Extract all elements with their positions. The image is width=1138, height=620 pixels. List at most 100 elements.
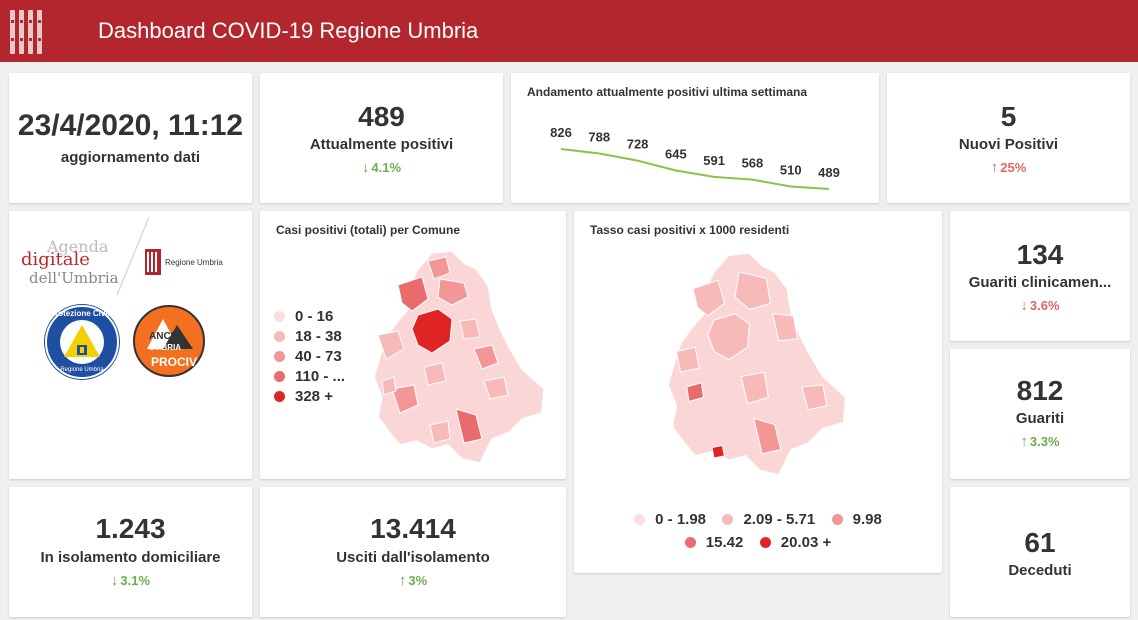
attuali-value: 489 <box>358 101 405 132</box>
trend-data-label: 826 <box>550 125 572 140</box>
trend-data-label: 728 <box>627 137 649 152</box>
anci-mountain-icon <box>147 319 193 349</box>
guariti-label: Guariti <box>1015 410 1065 427</box>
dashboard-title: Dashboard COVID-19 Regione Umbria <box>98 18 479 43</box>
protezione-title: Protezione Civile <box>49 309 115 318</box>
prociv-word: PROCIV <box>151 355 198 369</box>
isolamento-label: In isolamento domiciliare <box>40 549 221 566</box>
legend-dot <box>684 537 696 548</box>
update-card: 23/4/2020, 11:12 aggiornamento dati <box>9 73 252 203</box>
map-tasso-card[interactable]: Tasso casi positivi x 1000 residenti 0 -… <box>574 211 942 573</box>
guariti-clin-delta-value: 3.6% <box>1029 298 1060 313</box>
map-comune-title: Casi positivi (totali) per Comune <box>276 223 461 237</box>
legend-item: 0 - 16 <box>274 308 345 325</box>
deceduti-value: 61 <box>1024 527 1056 558</box>
map-tasso-legend: 0 - 1.98 2.09 - 5.71 9.98 15.42 20.03 + <box>574 511 942 553</box>
legend-label: 18 - 38 <box>295 328 342 345</box>
logos-card: Agenda digitale dell'Umbria Regione Umbr… <box>9 211 252 479</box>
nuovi-card[interactable]: 5 Nuovi Positivi ↑ 25% <box>887 73 1130 203</box>
app-header: Dashboard COVID-19 Regione Umbria <box>0 0 1138 62</box>
legend-item: 9.98 <box>831 511 882 528</box>
umbria-comuni-map[interactable] <box>372 249 552 469</box>
legend-item: 0 - 1.98 <box>634 511 706 528</box>
trend-line-chart: 826 788 728 645 591 568 510 489 <box>550 125 840 190</box>
legend-dot <box>831 514 843 525</box>
attuali-delta-value: 4.1% <box>371 160 402 175</box>
guariti-value: 812 <box>1016 375 1064 406</box>
legend-dot <box>634 514 646 525</box>
legend-label: 15.42 <box>705 534 744 551</box>
legend-item: 40 - 73 <box>274 348 345 365</box>
isolamento-value: 1.243 <box>95 513 166 544</box>
guariti-clin-value: 134 <box>1016 239 1064 270</box>
arrow-up-icon: ↑ <box>398 572 407 589</box>
legend-item: 2.09 - 5.71 <box>722 511 815 528</box>
guariti-delta: ↑ 3.3% <box>950 433 1130 450</box>
map-tasso-title: Tasso casi positivi x 1000 residenti <box>590 223 790 237</box>
umbria-word-anci: UMBRIA <box>149 343 181 352</box>
guariti-clin-delta: ↓ 3.6% <box>950 297 1130 314</box>
legend-dot <box>274 311 285 322</box>
usciti-value: 13.414 <box>370 513 456 544</box>
map-comune-card[interactable]: Casi positivi (totali) per Comune 0 - 16… <box>260 211 566 479</box>
anci-word: ANCI <box>149 331 174 342</box>
arrow-down-icon: ↓ <box>110 572 119 589</box>
update-label: aggiornamento dati <box>60 149 201 166</box>
legend-dot <box>722 514 734 525</box>
legend-label: 328 + <box>295 388 333 405</box>
regione-columns-icon <box>145 249 161 275</box>
regione-umbria-logo-icon <box>10 10 42 54</box>
protezione-sub: Regione Umbria <box>60 367 104 373</box>
update-datetime: 23/4/2020, 11:12 <box>17 109 244 142</box>
guariti-delta-value: 3.3% <box>1029 434 1060 449</box>
trend-data-label: 591 <box>703 153 725 168</box>
trend-card[interactable]: Andamento attualmente positivi ultima se… <box>511 73 879 203</box>
deceduti-label: Deceduti <box>1008 562 1072 579</box>
guariti-card[interactable]: 812 Guariti ↑ 3.3% <box>950 349 1130 479</box>
protezione-civile-logo: Protezione Civile Regione Umbria <box>45 305 119 379</box>
nuovi-value: 5 <box>1000 101 1017 132</box>
usciti-label: Usciti dall'isolamento <box>336 549 490 566</box>
legend-item: 15.42 <box>684 534 744 551</box>
isolamento-delta: ↓ 3.1% <box>9 572 252 589</box>
legend-dot <box>274 391 285 402</box>
trend-series-line <box>560 148 830 190</box>
legend-dot <box>274 371 285 382</box>
nuovi-delta-value: 25% <box>1000 160 1027 175</box>
arrow-down-icon: ↓ <box>1020 297 1028 314</box>
usciti-delta-value: 3% <box>408 573 428 588</box>
deceduti-card[interactable]: 61 Deceduti <box>950 487 1130 617</box>
legend-label: 20.03 + <box>780 534 832 551</box>
nuovi-label: Nuovi Positivi <box>958 136 1059 153</box>
isolamento-card[interactable]: 1.243 In isolamento domiciliare ↓ 3.1% <box>9 487 252 617</box>
trend-data-label: 788 <box>588 130 610 145</box>
trend-data-label: 568 <box>742 156 764 171</box>
legend-label: 0 - 1.98 <box>655 511 707 528</box>
trend-data-label: 489 <box>818 165 840 180</box>
umbria-tasso-map[interactable] <box>660 251 860 481</box>
regione-umbria-text: Regione Umbria <box>165 257 223 267</box>
logos-artwork <box>116 216 150 296</box>
anci-prociv-logo: ANCI UMBRIA PROCIV <box>133 305 205 377</box>
legend-item: 20.03 + <box>759 534 832 551</box>
guariti-clin-label: Guariti clinicamen... <box>968 274 1112 291</box>
legend-dot <box>759 537 771 548</box>
arrow-down-icon: ↓ <box>361 159 370 176</box>
umbria-word: dell'Umbria <box>29 269 119 287</box>
agenda-word: Agenda <box>47 237 109 256</box>
trend-data-label: 645 <box>665 146 687 161</box>
isolamento-delta-value: 3.1% <box>120 573 151 588</box>
attuali-delta: ↓ 4.1% <box>260 159 503 176</box>
arrow-up-icon: ↑ <box>1020 433 1028 450</box>
legend-item: 328 + <box>274 388 345 405</box>
trend-title: Andamento attualmente positivi ultima se… <box>527 85 808 99</box>
guariti-clinicamente-card[interactable]: 134 Guariti clinicamen... ↓ 3.6% <box>950 211 1130 341</box>
legend-label: 40 - 73 <box>295 348 342 365</box>
attuali-card[interactable]: 489 Attualmente positivi ↓ 4.1% <box>260 73 503 203</box>
legend-item: 110 - ... <box>274 368 345 385</box>
usciti-card[interactable]: 13.414 Usciti dall'isolamento ↑ 3% <box>260 487 566 617</box>
usciti-delta: ↑ 3% <box>260 572 566 589</box>
arrow-up-icon: ↑ <box>990 159 999 176</box>
digitale-word: digitale <box>21 249 90 270</box>
legend-item: 18 - 38 <box>274 328 345 345</box>
